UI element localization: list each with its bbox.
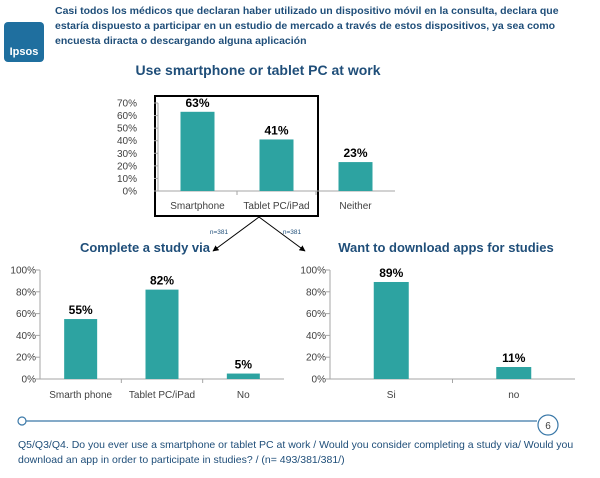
logo-text: Ipsos xyxy=(9,46,39,58)
chart2-category-label: Smarth phone xyxy=(49,390,112,401)
chart1-ytick-label: 40% xyxy=(117,136,137,147)
chart3-data-label: 89% xyxy=(379,266,403,280)
chart3-category-label: no xyxy=(508,390,520,401)
chart2-category-label: Tablet PC/iPad xyxy=(129,390,195,401)
chart2-title: Complete a study via xyxy=(80,240,211,255)
chart3-title: Want to download apps for studies xyxy=(338,240,553,255)
chart1-data-label: 23% xyxy=(343,146,367,160)
chart2-ytick-label: 40% xyxy=(16,331,36,342)
chart1-bar xyxy=(259,139,294,191)
chart3-data-label: 11% xyxy=(502,351,526,365)
slide-headline: Casi todos los médicos que declaran habe… xyxy=(55,5,559,47)
chart3-ytick-label: 40% xyxy=(306,331,326,342)
chart3-ytick-label: 60% xyxy=(306,309,326,320)
chart3-category-label: Si xyxy=(387,390,396,401)
arrow-left xyxy=(212,216,260,252)
chart3-ytick-label: 100% xyxy=(300,266,326,277)
chart2-bar xyxy=(64,319,98,379)
chart1-ytick-label: 0% xyxy=(123,187,138,198)
chart1-ytick-label: 10% xyxy=(117,174,137,185)
page-number-circle xyxy=(537,414,559,436)
chart1-bar xyxy=(338,162,373,191)
chart2-bar xyxy=(145,289,179,379)
chart3-ytick-label: 0% xyxy=(312,375,327,386)
chart1-ytick-label: 50% xyxy=(117,124,137,135)
chart2-data-label: 55% xyxy=(69,303,93,317)
chart1-ytick-label: 60% xyxy=(117,111,137,122)
chart2-ytick-label: 0% xyxy=(22,375,37,386)
chart1-category-label: Tablet PC/iPad xyxy=(243,201,309,212)
chart2-ytick-label: 60% xyxy=(16,309,36,320)
highlight-frame xyxy=(154,95,319,217)
chart2-category-label: No xyxy=(237,390,250,401)
n-label-right: n=381 xyxy=(283,229,302,236)
chart2-bar xyxy=(226,373,260,379)
chart1-title: Use smartphone or tablet PC at work xyxy=(135,62,380,78)
chart3-bar xyxy=(496,367,532,379)
chart1-category-label: Neither xyxy=(339,201,372,212)
chart2-ytick-label: 100% xyxy=(10,266,36,277)
chart1-category-label: Smartphone xyxy=(170,201,225,212)
chart2-data-label: 5% xyxy=(235,358,253,372)
chart1-ytick-label: 30% xyxy=(117,149,137,160)
footer-question-text: Q5/Q3/Q4. Do you ever use a smartphone o… xyxy=(18,439,574,466)
chart1-data-label: 41% xyxy=(264,123,288,137)
page-number: 6 xyxy=(545,421,551,432)
chart2-data-label: 82% xyxy=(150,274,174,288)
chart1-data-label: 63% xyxy=(185,96,209,110)
chart3-ytick-label: 80% xyxy=(306,287,326,298)
chart1-ytick-label: 20% xyxy=(117,161,137,172)
chart1-ytick-label: 70% xyxy=(117,99,137,110)
chart2-ytick-label: 80% xyxy=(16,287,36,298)
ipsos-logo: Ipsos xyxy=(4,22,44,62)
arrow-right xyxy=(258,216,306,252)
chart3-ytick-label: 20% xyxy=(306,353,326,364)
chart1-bar xyxy=(180,111,215,191)
chart2-ytick-label: 20% xyxy=(16,353,36,364)
n-label-left: n=381 xyxy=(210,229,229,236)
chart3-bar xyxy=(373,281,409,379)
footer-rule-start xyxy=(17,416,27,426)
